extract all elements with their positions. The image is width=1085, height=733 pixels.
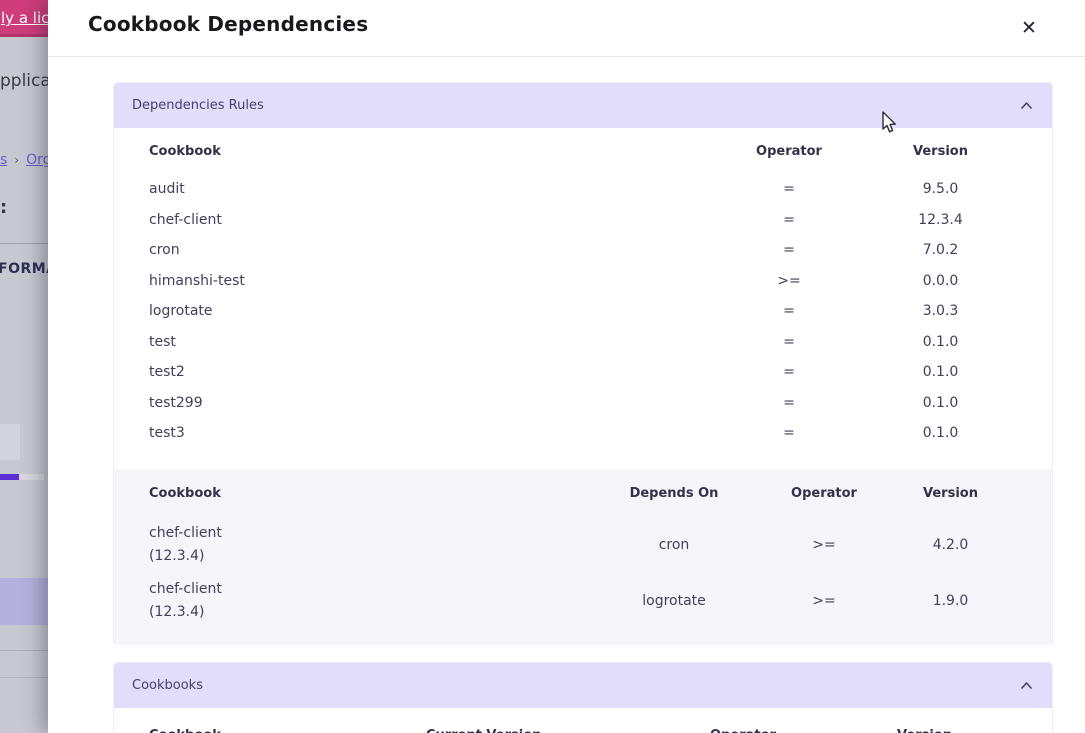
- divider: [0, 650, 48, 651]
- version-cell: 0.1.0: [922, 364, 959, 381]
- breadcrumb: s › Org: [0, 152, 48, 168]
- operator-cell: =: [783, 394, 795, 411]
- version-cell: 4.2.0: [932, 537, 969, 553]
- license-banner-link[interactable]: ly a lic: [1, 9, 48, 27]
- column-header: Cookbook: [149, 485, 221, 501]
- operator-cell: =: [783, 211, 795, 228]
- version-cell: 9.5.0: [922, 181, 959, 198]
- background-page: ly a lic pplicat s › Org : FORMA: [0, 0, 48, 733]
- table-row: test299 = 0.1.0: [114, 388, 1052, 419]
- modal-title: Cookbook Dependencies: [88, 12, 369, 36]
- operator-cell: =: [783, 242, 795, 259]
- cookbook-cell: test: [149, 333, 176, 350]
- cookbook-cell: test299: [149, 394, 203, 411]
- table-row: logrotate = 3.0.3: [114, 296, 1052, 327]
- cookbook-cell: chef-client (12.3.4): [149, 581, 222, 620]
- cookbook-cell: cron: [149, 242, 180, 259]
- breadcrumb-link-right[interactable]: Org: [26, 152, 48, 168]
- cookbooks-section: Cookbooks CookbookCurrent VersionOperato…: [113, 662, 1053, 733]
- dependencies-rules-title: Dependencies Rules: [132, 98, 264, 113]
- version-cell: 7.0.2: [922, 242, 959, 259]
- dependencies-rules-header[interactable]: Dependencies Rules: [114, 83, 1052, 128]
- table-row: test2 = 0.1.0: [114, 357, 1052, 388]
- background-panel: [0, 424, 20, 460]
- depends-table-header-row: Cookbook Depends On Operator Version: [114, 469, 1052, 517]
- column-header: Version: [923, 485, 978, 501]
- close-icon[interactable]: ✕: [1017, 16, 1041, 40]
- depends-table-body: chef-client (12.3.4) cron >= 4.2.0 chef-clien…: [114, 517, 1052, 629]
- background-selected-row: [0, 578, 48, 625]
- cookbook-cell: audit: [149, 181, 185, 198]
- table-row: cron = 7.0.2: [114, 235, 1052, 266]
- table-row: chef-client (12.3.4) logrotate >= 1.9.0: [114, 573, 1052, 629]
- rules-table-body: audit = 9.5.0 chef-client = 12.3.4 cron = 7.0.2 h…: [114, 174, 1052, 449]
- breadcrumb-link-left[interactable]: s: [0, 152, 8, 168]
- depends-on-cell: logrotate: [642, 593, 706, 609]
- rules-table-header-row: Cookbook Operator Version: [114, 128, 1052, 174]
- column-header: Depends On: [629, 485, 719, 501]
- column-header: Cookbook: [149, 728, 426, 733]
- column-header: Cookbook: [149, 143, 221, 159]
- cookbooks-title: Cookbooks: [132, 678, 203, 693]
- version-cell: 0.1.0: [922, 394, 959, 411]
- background-heading-fragment: :: [0, 197, 8, 218]
- operator-cell: =: [783, 333, 795, 350]
- column-header: Operator: [756, 143, 822, 159]
- cookbook-cell: test2: [149, 364, 185, 381]
- cookbook-cell: test3: [149, 425, 185, 442]
- column-header: Operator: [710, 728, 897, 733]
- cookbook-cell: logrotate: [149, 303, 213, 320]
- background-tab-fragment: FORMA: [0, 261, 48, 277]
- table-row: himanshi-test >= 0.0.0: [114, 266, 1052, 297]
- operator-cell: =: [783, 425, 795, 442]
- operator-cell: =: [783, 181, 795, 198]
- table-row: chef-client = 12.3.4: [114, 205, 1052, 236]
- cookbook-cell: himanshi-test: [149, 272, 245, 289]
- cookbooks-header[interactable]: Cookbooks: [114, 663, 1052, 708]
- progress-bar-fill: [0, 474, 19, 480]
- rules-table: Cookbook Operator Version audit = 9.5.0 chef-…: [114, 128, 1052, 449]
- column-header: Version: [913, 143, 968, 159]
- version-cell: 0.0.0: [922, 272, 959, 289]
- divider: [0, 243, 48, 244]
- version-cell: 1.9.0: [932, 593, 969, 609]
- license-banner: ly a lic: [0, 0, 48, 37]
- column-header: Version: [897, 728, 1012, 733]
- version-cell: 12.3.4: [918, 211, 963, 228]
- version-cell: 0.1.0: [922, 333, 959, 350]
- chevron-up-icon[interactable]: [1021, 682, 1032, 689]
- table-row: audit = 9.5.0: [114, 174, 1052, 205]
- version-cell: 3.0.3: [922, 303, 959, 320]
- background-app-title: pplicat: [0, 71, 48, 91]
- chevron-up-icon[interactable]: [1021, 102, 1032, 109]
- table-row: chef-client (12.3.4) cron >= 4.2.0: [114, 517, 1052, 573]
- column-header: Operator: [791, 485, 857, 501]
- depends-table: Cookbook Depends On Operator Version chef-c…: [114, 469, 1052, 645]
- operator-cell: >=: [812, 537, 836, 553]
- progress-bar: [0, 474, 44, 480]
- cookbook-cell: chef-client (12.3.4): [149, 525, 222, 564]
- column-header: Current Version: [426, 728, 710, 733]
- cookbooks-table-header-row: CookbookCurrent VersionOperatorVersion: [114, 708, 1052, 733]
- depends-on-cell: cron: [658, 537, 690, 553]
- divider: [0, 677, 48, 678]
- table-row: test3 = 0.1.0: [114, 418, 1052, 449]
- operator-cell: =: [783, 364, 795, 381]
- cookbook-dependencies-modal: Cookbook Dependencies ✕ Dependencies Rul…: [48, 0, 1085, 733]
- breadcrumb-separator-icon: ›: [14, 153, 20, 167]
- modal-header: Cookbook Dependencies ✕: [48, 0, 1085, 57]
- version-cell: 0.1.0: [922, 425, 959, 442]
- dependencies-rules-section: Dependencies Rules Cookbook Operator Versi…: [113, 82, 1053, 645]
- cookbook-cell: chef-client: [149, 211, 222, 228]
- operator-cell: >=: [812, 593, 836, 609]
- operator-cell: >=: [777, 272, 801, 289]
- operator-cell: =: [783, 303, 795, 320]
- table-row: test = 0.1.0: [114, 327, 1052, 358]
